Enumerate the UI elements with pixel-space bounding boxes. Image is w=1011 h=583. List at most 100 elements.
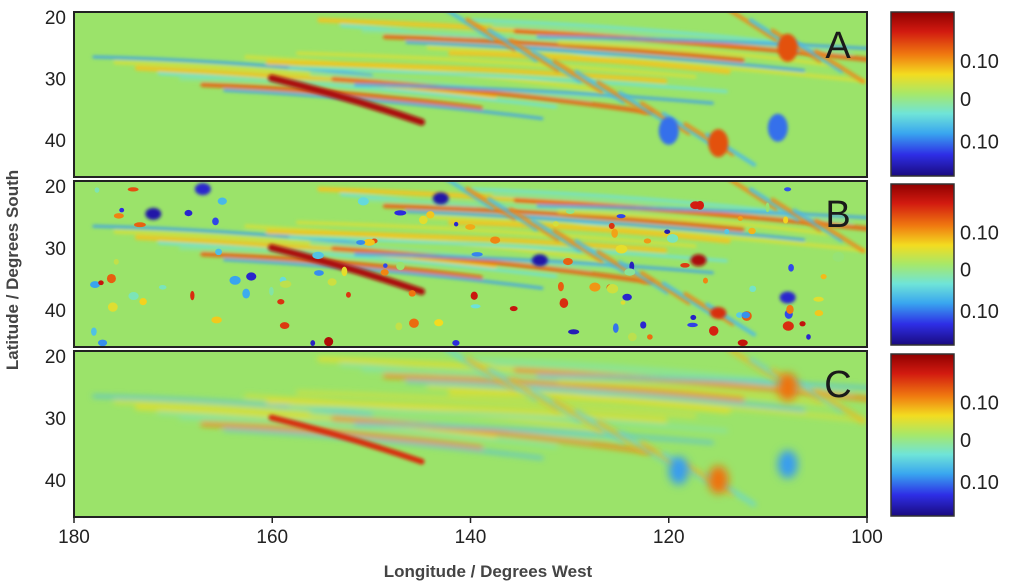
noise-speckle bbox=[465, 224, 476, 230]
noise-speckle bbox=[690, 314, 697, 320]
wave-stripe bbox=[792, 39, 844, 74]
wave-stripe bbox=[574, 69, 626, 104]
noise-speckle bbox=[383, 263, 388, 268]
wave-stripe bbox=[331, 416, 654, 455]
wave-stripe bbox=[265, 399, 668, 423]
noise-speckle bbox=[696, 200, 705, 210]
noise-speckle bbox=[426, 211, 435, 219]
noise-speckle bbox=[568, 329, 580, 335]
wave-stripe bbox=[617, 260, 669, 295]
wave-stripe bbox=[288, 235, 728, 263]
noise-speckle bbox=[647, 334, 653, 340]
y-tick-label: 20 bbox=[45, 8, 66, 29]
wave-stripe bbox=[405, 379, 806, 412]
x-tick-label: 140 bbox=[455, 527, 487, 548]
noise-speckle bbox=[786, 304, 794, 315]
noise-speckle bbox=[470, 304, 481, 309]
noise-speckle bbox=[98, 280, 104, 286]
noise-speckle bbox=[782, 321, 794, 331]
noise-speckle bbox=[640, 321, 647, 329]
noise-speckle bbox=[113, 258, 119, 265]
y-axis-title: Latitude / Degrees South bbox=[3, 170, 22, 370]
colorbar bbox=[890, 11, 955, 177]
noise-speckle bbox=[158, 284, 167, 290]
x-tick-label: 160 bbox=[256, 527, 288, 548]
noise-speckle bbox=[557, 281, 564, 292]
noise-speckle bbox=[709, 325, 719, 336]
wave-stripe bbox=[596, 249, 648, 284]
wave-stripe bbox=[465, 17, 517, 52]
wave-stripe bbox=[382, 34, 745, 63]
axes: 180 160 140 120 100 20 30 40 20 30 40 20 30 40 bbox=[45, 8, 883, 548]
y-tick-label: 30 bbox=[45, 239, 66, 260]
noise-speckle bbox=[394, 210, 407, 216]
blob-feature bbox=[668, 456, 689, 485]
noise-speckle bbox=[408, 290, 416, 297]
noise-speckle bbox=[452, 340, 460, 346]
wave-stripe bbox=[487, 197, 539, 232]
noise-speckle bbox=[471, 252, 483, 257]
noise-speckle bbox=[341, 266, 348, 277]
wave-stripe bbox=[508, 207, 560, 242]
wave-stripe bbox=[792, 378, 844, 413]
blob-feature bbox=[194, 183, 211, 196]
noise-speckle bbox=[90, 281, 100, 289]
noise-speckle bbox=[643, 238, 652, 244]
noise-speckle bbox=[624, 268, 636, 276]
noise-speckle bbox=[611, 228, 618, 238]
wave-stripe bbox=[92, 55, 373, 77]
noise-speckle bbox=[215, 248, 223, 256]
colorbar-tick-label: 0.10 bbox=[960, 222, 999, 244]
noise-speckle bbox=[242, 288, 250, 299]
wave-stripe bbox=[557, 379, 840, 407]
wave-stripe bbox=[792, 208, 844, 243]
wave-stripe bbox=[596, 419, 648, 454]
wave-stripe bbox=[552, 59, 604, 94]
noise-speckle bbox=[552, 221, 559, 227]
noise-speckle bbox=[310, 340, 316, 347]
panel-b bbox=[74, 181, 867, 347]
blob-feature bbox=[779, 291, 796, 304]
wave-stripe bbox=[814, 388, 866, 423]
wave-stripe bbox=[446, 12, 495, 42]
wave-stripe bbox=[814, 49, 866, 84]
blob-feature bbox=[777, 450, 798, 479]
noise-speckle bbox=[113, 213, 124, 219]
wave-stripe bbox=[354, 422, 714, 445]
noise-speckle bbox=[765, 202, 770, 213]
noise-speckle bbox=[813, 296, 824, 302]
panel-c bbox=[74, 351, 867, 517]
noise-speckle bbox=[345, 291, 351, 298]
noise-speckle bbox=[509, 305, 518, 312]
noise-speckle bbox=[190, 290, 195, 301]
noise-speckle bbox=[184, 209, 193, 217]
noise-speckle bbox=[279, 280, 292, 288]
x-tick-label: 120 bbox=[653, 527, 685, 548]
noise-speckle bbox=[788, 264, 794, 272]
y-tick-label: 40 bbox=[45, 471, 66, 492]
panel-frame bbox=[73, 180, 868, 348]
wave-stripe bbox=[513, 28, 867, 62]
colorbar-tick-label: 0 bbox=[960, 430, 971, 452]
noise-speckle bbox=[409, 318, 419, 328]
noise-speckle bbox=[799, 321, 806, 327]
panel-label: B bbox=[825, 194, 850, 236]
wave-stripe bbox=[508, 377, 560, 412]
noise-speckle bbox=[395, 322, 403, 331]
noise-speckle bbox=[783, 216, 789, 224]
colorbar-tick-label: 0 bbox=[960, 259, 971, 281]
wave-stripe bbox=[465, 186, 517, 221]
wave-stripe bbox=[296, 51, 697, 79]
wave-stripe bbox=[446, 351, 495, 381]
noise-speckle bbox=[277, 299, 285, 305]
noise-speckle bbox=[357, 197, 369, 206]
noise-speckle bbox=[563, 258, 573, 266]
wave-stripe bbox=[705, 302, 757, 337]
noise-speckle bbox=[106, 273, 116, 284]
wave-stripe bbox=[470, 357, 792, 385]
noise-speckle bbox=[784, 187, 792, 192]
noise-speckle bbox=[139, 297, 147, 306]
wave-stripe bbox=[639, 270, 691, 305]
wave-stripe bbox=[309, 240, 592, 274]
